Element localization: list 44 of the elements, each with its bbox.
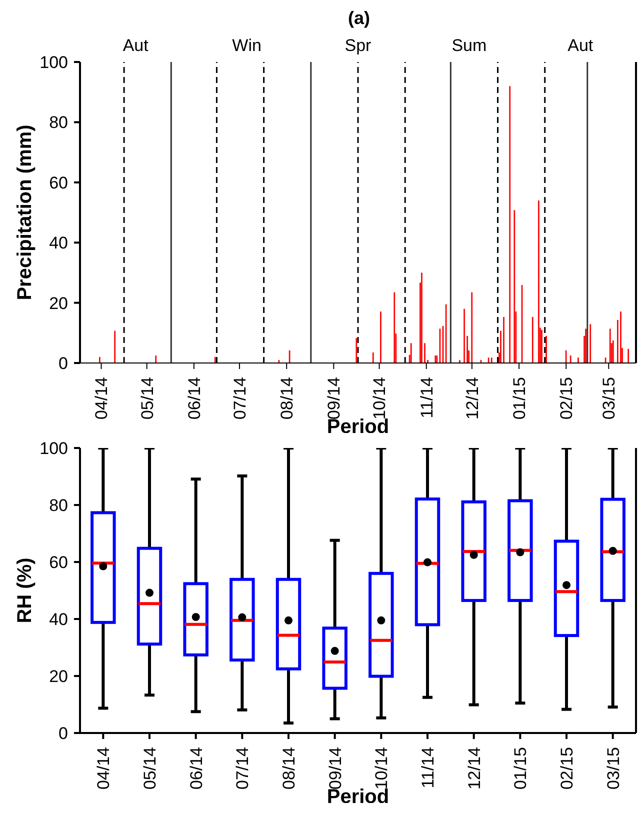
x-tick-label: 03/15 bbox=[600, 377, 619, 420]
x-tick-label: 01/15 bbox=[511, 747, 530, 790]
y-tick-label: 60 bbox=[49, 552, 68, 572]
x-tick-label: 04/14 bbox=[94, 747, 114, 790]
x-tick-label: 02/15 bbox=[557, 747, 576, 790]
x-tick-label: 08/14 bbox=[278, 377, 297, 420]
x-tick-label: 10/14 bbox=[370, 377, 390, 420]
text: Sum bbox=[450, 36, 488, 56]
y-axis-title: RH (%) bbox=[14, 558, 36, 624]
y-tick-label: 20 bbox=[49, 666, 68, 686]
x-tick-label: 05/14 bbox=[138, 377, 157, 420]
x-tick-label: 03/15 bbox=[604, 747, 623, 790]
x-tick-label: 04/14 bbox=[92, 377, 112, 420]
text: Aut bbox=[566, 36, 594, 56]
x-tick-label: 09/14 bbox=[326, 747, 345, 790]
y-axis-title: Precipitation (mm) bbox=[14, 124, 36, 300]
y-tick-label: 80 bbox=[49, 113, 68, 132]
x-tick-label: 07/14 bbox=[230, 377, 250, 420]
x-tick-label: 09/14 bbox=[324, 377, 344, 420]
x-tick-label: 10/14 bbox=[372, 747, 392, 790]
text: Aut bbox=[122, 36, 150, 56]
y-tick-label: 100 bbox=[40, 438, 68, 458]
text: Spr bbox=[344, 36, 372, 56]
y-tick-label: 80 bbox=[49, 496, 68, 515]
text: Win bbox=[231, 36, 262, 56]
y-tick-label: 100 bbox=[40, 52, 68, 72]
y-tick-label: 60 bbox=[49, 173, 68, 192]
x-tick-label: 11/14 bbox=[417, 377, 436, 418]
y-tick-label: 0 bbox=[58, 724, 68, 743]
x-tick-label: 06/14 bbox=[184, 377, 204, 420]
x-tick-label: 12/14 bbox=[462, 377, 482, 420]
y-tick-label: 0 bbox=[58, 354, 68, 373]
chart-title: (a) bbox=[347, 8, 371, 30]
y-tick-label: 40 bbox=[49, 234, 68, 253]
x-tick-label: 05/14 bbox=[140, 747, 160, 790]
x-tick-label: 01/15 bbox=[510, 377, 529, 420]
x-tick-label: 11/14 bbox=[418, 747, 438, 788]
y-tick-label: 20 bbox=[49, 294, 68, 313]
x-tick-label: 12/14 bbox=[464, 747, 484, 790]
x-tick-label: 07/14 bbox=[233, 747, 252, 790]
x-tick-label: 08/14 bbox=[279, 747, 298, 790]
x-tick-label: 02/15 bbox=[557, 377, 576, 420]
y-tick-label: 40 bbox=[49, 610, 68, 629]
x-tick-label: 06/14 bbox=[186, 747, 206, 790]
